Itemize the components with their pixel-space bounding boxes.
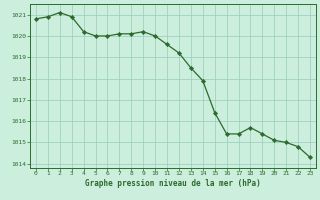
X-axis label: Graphe pression niveau de la mer (hPa): Graphe pression niveau de la mer (hPa): [85, 179, 261, 188]
